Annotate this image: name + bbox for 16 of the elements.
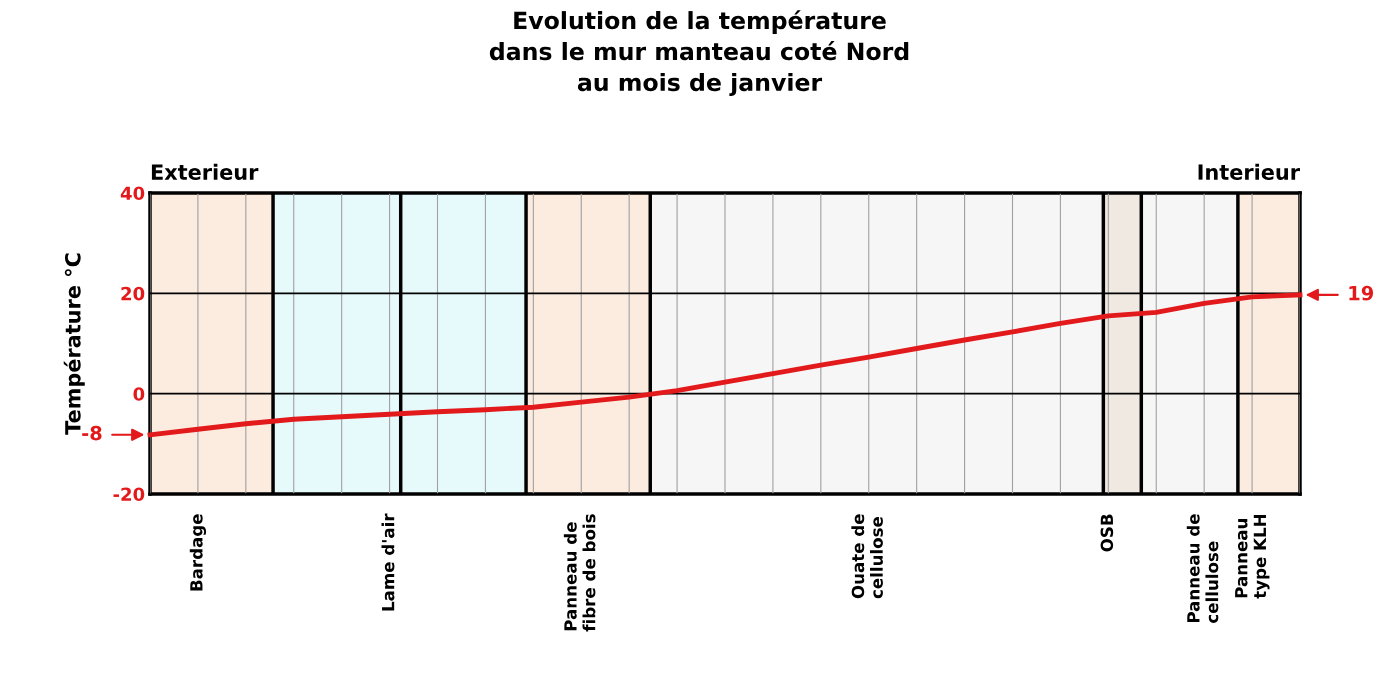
text: Interieur bbox=[1198, 163, 1300, 180]
y-tick-label: -20 bbox=[113, 487, 145, 502]
chart-title: Evolution de la température dans le mur manteau coté Nord au mois de janvier bbox=[489, 10, 909, 96]
x-tick-label: Bardage bbox=[189, 514, 207, 591]
x-tick-label: OSB bbox=[1100, 514, 1114, 552]
y-tick-label: 20 bbox=[121, 286, 145, 301]
text: 19 bbox=[1349, 285, 1374, 301]
text: Exterieur bbox=[151, 163, 259, 180]
y-tick-label: 40 bbox=[120, 186, 145, 201]
x-tick-label: Ouate de cellulose bbox=[851, 514, 883, 599]
x-tick-label: Panneau de fibre de bois bbox=[563, 514, 596, 632]
line-series bbox=[147, 292, 1303, 438]
y-tick-label: 0 bbox=[133, 387, 145, 401]
x-tick-label: Panneau type KLH bbox=[1235, 514, 1270, 599]
x-tick-label: Lame d'air bbox=[381, 513, 395, 611]
x-tick-label: Panneau de cellulose bbox=[1186, 514, 1219, 623]
